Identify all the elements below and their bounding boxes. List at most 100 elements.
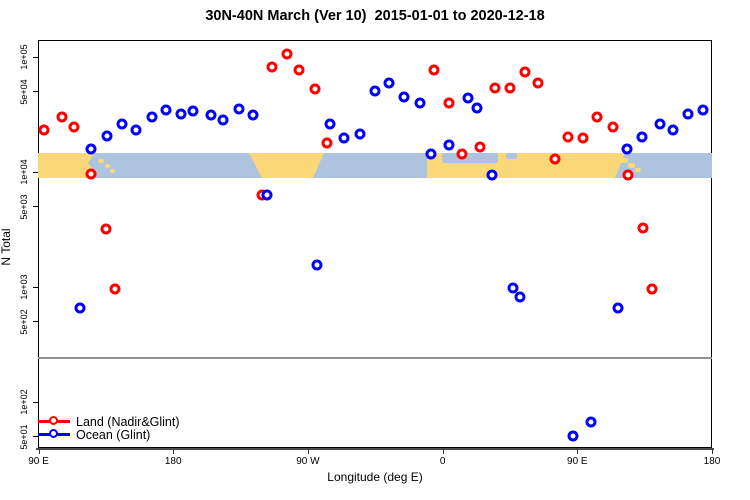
- data-point-ocean: [383, 77, 395, 89]
- x-tick-label: 90 E: [28, 456, 49, 467]
- data-point-land: [100, 223, 112, 235]
- data-point-ocean: [471, 102, 483, 114]
- data-point-land: [68, 121, 80, 133]
- x-tick-label: 90 W: [296, 456, 320, 467]
- data-point-land: [266, 61, 278, 73]
- data-point-ocean: [217, 114, 229, 126]
- data-point-land: [637, 222, 649, 234]
- data-point-ocean: [354, 128, 366, 140]
- data-point-land: [443, 97, 455, 109]
- data-point-ocean: [425, 148, 437, 160]
- data-point-ocean: [621, 143, 633, 155]
- x-tick-label: 90 E: [567, 456, 588, 467]
- data-point-ocean: [514, 291, 526, 303]
- data-point-land: [504, 82, 516, 94]
- data-point-ocean: [324, 118, 336, 130]
- y-tick: [33, 171, 38, 173]
- legend-entry-land: Land (Nadir&Glint): [38, 415, 258, 429]
- data-point-land: [607, 121, 619, 133]
- data-point-land: [549, 153, 561, 165]
- data-point-ocean: [667, 124, 679, 136]
- y-tick: [33, 91, 38, 93]
- data-point-land: [562, 131, 574, 143]
- data-point-ocean: [233, 103, 245, 115]
- data-point-ocean: [682, 108, 694, 120]
- data-point-land: [622, 169, 634, 181]
- y-tick: [33, 206, 38, 208]
- data-point-land: [38, 124, 50, 136]
- x-tick-label: 180: [703, 456, 721, 467]
- data-point-ocean: [369, 85, 381, 97]
- data-point-ocean: [101, 130, 113, 142]
- y-tick: [33, 286, 38, 288]
- legend-marker-ocean-icon: [49, 429, 58, 438]
- plot-area: [38, 40, 712, 448]
- data-point-ocean: [130, 124, 142, 136]
- data-point-ocean: [205, 109, 217, 121]
- data-point-land: [309, 83, 321, 95]
- data-point-land: [591, 111, 603, 123]
- x-axis-title: Longitude (deg E): [327, 470, 423, 484]
- y-tick: [33, 321, 38, 323]
- data-point-ocean: [74, 302, 86, 314]
- data-point-ocean: [247, 109, 259, 121]
- data-point-ocean: [311, 259, 323, 271]
- data-point-ocean: [567, 430, 579, 442]
- divider-line: [38, 357, 712, 359]
- legend-label-land: Land (Nadir&Glint): [76, 415, 180, 429]
- y-tick: [33, 401, 38, 403]
- data-point-ocean: [462, 92, 474, 104]
- y-tick: [33, 56, 38, 58]
- data-point-ocean: [338, 132, 350, 144]
- data-point-land: [321, 137, 333, 149]
- data-point-land: [109, 283, 121, 295]
- data-point-land: [56, 111, 68, 123]
- x-tick: [442, 449, 444, 454]
- x-tick: [712, 449, 713, 454]
- x-tick: [38, 449, 40, 454]
- data-point-ocean: [160, 104, 172, 116]
- data-point-land: [474, 141, 486, 153]
- data-point-ocean: [414, 97, 426, 109]
- data-point-land: [577, 132, 589, 144]
- data-point-land: [519, 66, 531, 78]
- legend-entry-ocean: Ocean (Glint): [38, 428, 258, 442]
- legend-label-ocean: Ocean (Glint): [76, 428, 151, 442]
- legend: Land (Nadir&Glint) Ocean (Glint): [38, 415, 258, 442]
- data-point-land: [646, 283, 658, 295]
- data-point-ocean: [146, 111, 158, 123]
- data-point-land: [293, 64, 305, 76]
- x-tick: [173, 449, 175, 454]
- data-point-ocean: [261, 189, 273, 201]
- data-point-land: [85, 168, 97, 180]
- data-point-land: [489, 82, 501, 94]
- data-point-ocean: [443, 139, 455, 151]
- data-point-ocean: [187, 105, 199, 117]
- data-point-land: [532, 77, 544, 89]
- x-tick: [307, 449, 309, 454]
- x-tick: [577, 449, 579, 454]
- data-point-ocean: [85, 143, 97, 155]
- x-axis-line: [36, 448, 714, 450]
- data-point-ocean: [585, 416, 597, 428]
- world-map-band: [38, 153, 712, 178]
- data-point-ocean: [612, 302, 624, 314]
- data-point-land: [281, 48, 293, 60]
- x-tick-label: 0: [439, 456, 446, 467]
- data-point-land: [428, 64, 440, 76]
- y-axis-title: N Total: [0, 228, 13, 266]
- x-tick-label: 180: [164, 456, 182, 467]
- data-point-ocean: [697, 104, 709, 116]
- data-point-land: [456, 148, 468, 160]
- data-point-ocean: [636, 131, 648, 143]
- data-point-ocean: [507, 282, 519, 294]
- y-tick: [33, 436, 38, 438]
- data-point-ocean: [116, 118, 128, 130]
- data-point-ocean: [398, 91, 410, 103]
- legend-marker-land-icon: [49, 416, 58, 425]
- data-point-ocean: [175, 108, 187, 120]
- data-point-ocean: [654, 118, 666, 130]
